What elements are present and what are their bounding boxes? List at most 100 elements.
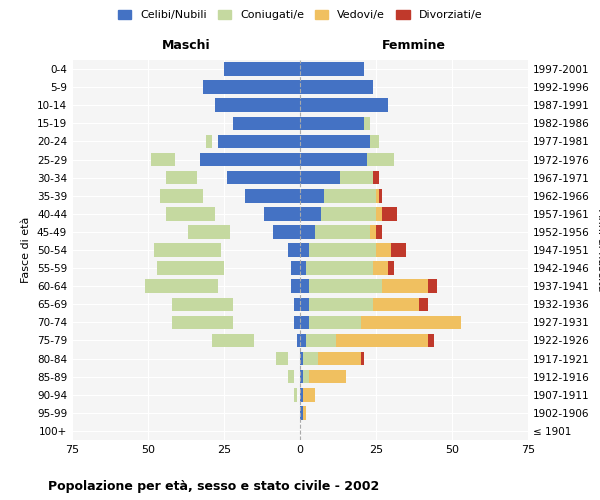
Bar (309, 370, 346, 384)
Bar (294, 298, 300, 311)
Bar (321, 207, 376, 220)
Bar (361, 352, 364, 366)
Bar (373, 298, 419, 311)
Bar (206, 134, 212, 148)
Bar (300, 98, 388, 112)
Bar (306, 262, 373, 275)
Bar (188, 225, 230, 238)
Bar (294, 316, 300, 329)
Bar (379, 189, 382, 202)
Bar (361, 316, 461, 329)
Bar (166, 207, 215, 220)
Bar (245, 189, 300, 202)
Bar (309, 298, 373, 311)
Bar (373, 171, 379, 184)
Bar (206, 280, 212, 293)
Bar (166, 171, 197, 184)
Bar (373, 262, 388, 275)
Bar (391, 243, 406, 257)
Bar (233, 116, 300, 130)
Bar (297, 334, 300, 347)
Bar (212, 298, 221, 311)
Y-axis label: Anni di nascita: Anni di nascita (596, 209, 600, 291)
Bar (300, 152, 367, 166)
Bar (376, 225, 382, 238)
Bar (242, 334, 248, 347)
Bar (154, 243, 221, 257)
Bar (309, 280, 382, 293)
Bar (288, 243, 300, 257)
Bar (306, 334, 337, 347)
Bar (209, 316, 218, 329)
Text: Popolazione per età, sesso e stato civile - 2002: Popolazione per età, sesso e stato civil… (48, 480, 379, 493)
Bar (300, 370, 303, 384)
Bar (376, 189, 379, 202)
Bar (382, 280, 428, 293)
Bar (172, 298, 233, 311)
Bar (200, 152, 300, 166)
Bar (227, 171, 300, 184)
Bar (218, 262, 221, 275)
Bar (275, 352, 282, 366)
Bar (288, 370, 294, 384)
Bar (212, 334, 254, 347)
Bar (272, 225, 300, 238)
Bar (300, 388, 303, 402)
Bar (428, 280, 437, 293)
Bar (300, 316, 309, 329)
Bar (300, 298, 309, 311)
Legend: Celibi/Nubili, Coniugati/e, Vedovi/e, Divorziati/e: Celibi/Nubili, Coniugati/e, Vedovi/e, Di… (113, 6, 487, 25)
Bar (300, 116, 364, 130)
Bar (224, 225, 227, 238)
Bar (203, 207, 209, 220)
Bar (370, 134, 379, 148)
Bar (337, 334, 428, 347)
Bar (300, 352, 303, 366)
Bar (303, 370, 309, 384)
Bar (160, 189, 203, 202)
Bar (300, 189, 325, 202)
Bar (145, 280, 218, 293)
Bar (318, 352, 361, 366)
Bar (157, 262, 224, 275)
Bar (224, 62, 300, 76)
Bar (428, 334, 434, 347)
Bar (275, 352, 288, 366)
Bar (291, 280, 300, 293)
Bar (215, 243, 218, 257)
Bar (184, 171, 191, 184)
Bar (197, 189, 200, 202)
Y-axis label: Fasce di età: Fasce di età (22, 217, 31, 283)
Bar (300, 134, 370, 148)
Bar (367, 152, 394, 166)
Bar (300, 171, 340, 184)
Bar (221, 225, 224, 238)
Bar (382, 207, 397, 220)
Bar (300, 225, 315, 238)
Bar (300, 280, 309, 293)
Bar (194, 280, 203, 293)
Bar (227, 298, 230, 311)
Bar (300, 80, 373, 94)
Bar (315, 225, 370, 238)
Bar (151, 152, 175, 166)
Bar (325, 189, 376, 202)
Bar (288, 370, 291, 384)
Bar (376, 207, 382, 220)
Bar (303, 352, 318, 366)
Text: Femmine: Femmine (382, 40, 446, 52)
Bar (300, 334, 306, 347)
Bar (194, 243, 206, 257)
Bar (163, 152, 169, 166)
Bar (300, 262, 306, 275)
Bar (215, 98, 300, 112)
Bar (364, 116, 370, 130)
Bar (419, 298, 428, 311)
Text: Maschi: Maschi (161, 40, 211, 52)
Bar (370, 225, 376, 238)
Bar (376, 243, 391, 257)
Bar (263, 207, 300, 220)
Bar (300, 62, 364, 76)
Bar (309, 316, 361, 329)
Bar (388, 262, 394, 275)
